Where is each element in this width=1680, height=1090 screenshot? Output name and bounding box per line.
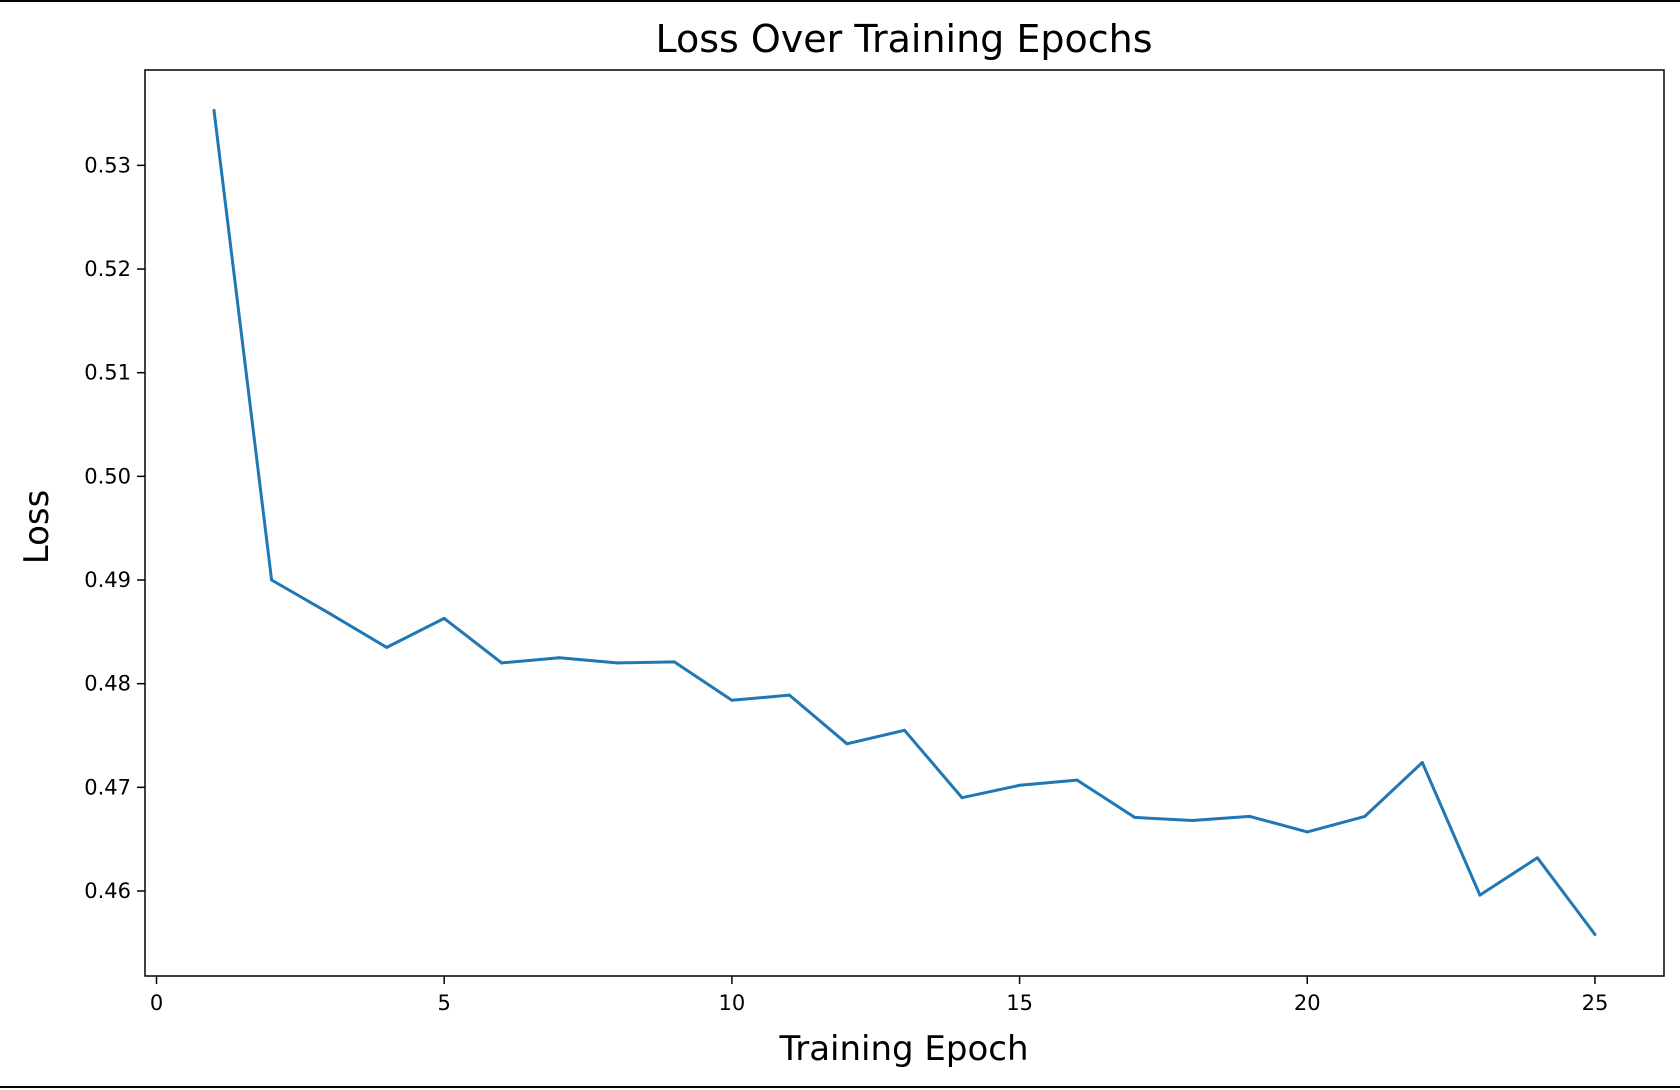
loss-data-point	[845, 742, 849, 746]
y-axis: 0.46 0.47 0.48 0.49 0.50 0.51 0.52 0.53	[84, 153, 145, 903]
y-tick-label: 0.52	[84, 257, 131, 281]
loss-data-point	[787, 693, 791, 697]
loss-data-point	[1420, 760, 1424, 764]
loss-data-point	[903, 728, 906, 732]
loss-data-point	[327, 611, 331, 615]
loss-series-line	[212, 110, 1597, 936]
series-layer	[212, 108, 1597, 937]
loss-data-point	[672, 660, 676, 664]
loss-data-point	[442, 616, 446, 620]
x-tick-label: 0	[150, 991, 163, 1015]
loss-data-point	[615, 661, 619, 665]
y-tick-label: 0.49	[84, 568, 131, 592]
x-tick-label: 15	[1006, 991, 1033, 1015]
y-tick-label: 0.46	[84, 879, 131, 903]
loss-data-point	[1075, 778, 1079, 782]
loss-data-point	[1190, 819, 1194, 823]
loss-data-point	[730, 698, 734, 702]
y-tick-label: 0.51	[84, 361, 131, 385]
loss-data-point	[1535, 856, 1539, 860]
loss-data-point	[1248, 814, 1252, 818]
loss-data-point	[557, 656, 561, 660]
loss-data-point	[1363, 814, 1367, 818]
loss-data-point	[1593, 933, 1597, 937]
loss-data-point	[1133, 815, 1137, 819]
y-tick-label: 0.47	[84, 775, 131, 799]
y-axis-label: Loss	[17, 490, 57, 565]
x-tick-label: 5	[438, 991, 451, 1015]
loss-data-point	[500, 661, 504, 665]
loss-data-point	[270, 578, 274, 582]
loss-data-point	[212, 108, 216, 112]
plot-frame	[144, 69, 1665, 977]
x-axis-label: Training Epoch	[778, 1029, 1028, 1069]
loss-data-point	[1478, 893, 1482, 897]
y-tick-label: 0.53	[84, 153, 131, 177]
y-tick-label: 0.48	[84, 672, 131, 696]
x-tick-label: 25	[1582, 991, 1609, 1015]
x-tick-label: 20	[1294, 991, 1321, 1015]
x-tick-label: 10	[719, 991, 746, 1015]
loss-data-point	[1305, 830, 1309, 834]
chart-title: Loss Over Training Epochs	[655, 17, 1152, 61]
loss-data-point	[960, 796, 964, 800]
loss-data-point	[1018, 783, 1022, 787]
x-axis: 0 5 10 15 20 25	[150, 976, 1609, 1015]
loss-data-point	[385, 645, 389, 649]
y-tick-label: 0.50	[84, 464, 131, 488]
